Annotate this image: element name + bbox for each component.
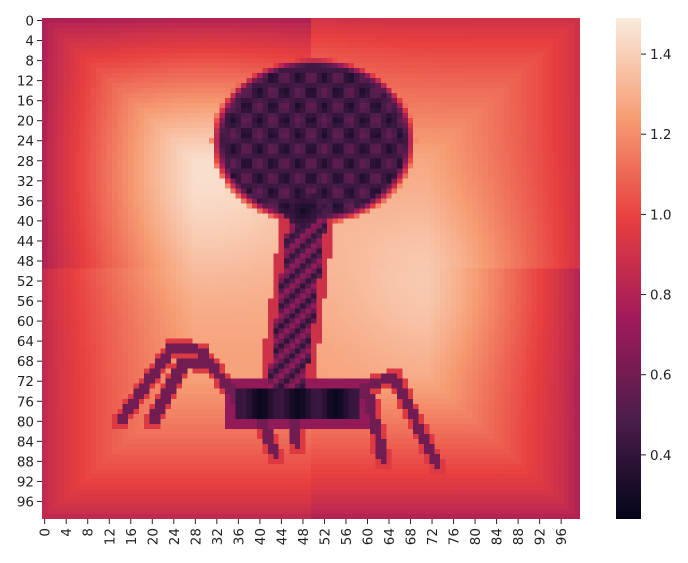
y-tick-label: 16 [17,94,34,110]
y-tick-label: 52 [17,274,34,290]
x-tick-label: 20 [145,528,161,545]
x-axis: 0 4 8 12 16 20 24 28 32 36 40 44 48 52 56 60 64 68 72 76 80 8… [38,519,570,545]
colorbar [616,18,641,519]
x-tick-label: 0 [38,528,54,537]
y-tick-label: 20 [17,114,34,130]
x-tick-label: 24 [167,528,183,545]
y-tick-label: 92 [17,474,34,490]
x-tick-label: 64 [382,528,398,545]
y-tick-label: 60 [17,314,34,330]
y-tick-label: 12 [17,74,34,90]
y-tick-label: 88 [17,454,34,470]
y-tick-label: 76 [17,394,34,410]
x-tick-label: 68 [404,528,420,545]
x-tick-label: 88 [511,528,527,545]
x-tick-label: 48 [296,528,312,545]
y-tick-label: 56 [17,294,34,310]
y-tick-label: 24 [17,134,34,150]
x-tick-label: 16 [124,528,140,545]
y-tick-label: 72 [17,374,34,390]
colorbar-axis: 0.4 0.6 0.8 1.0 1.2 1.4 [641,47,671,464]
y-tick-label: 68 [17,354,34,370]
y-tick-label: 28 [17,154,34,170]
heatmap-cells [42,18,580,519]
y-tick-label: 48 [17,254,34,270]
y-tick-label: 80 [17,414,34,430]
x-tick-label: 44 [274,528,290,545]
colorbar-tick-label: 1.4 [650,47,671,63]
y-tick-label: 44 [17,234,34,250]
x-tick-label: 72 [425,528,441,545]
y-tick-label: 36 [17,194,34,210]
y-tick-label: 32 [17,174,34,190]
x-tick-label: 32 [210,528,226,545]
y-tick-label: 40 [17,214,34,230]
y-tick-label: 0 [25,14,34,30]
x-tick-label: 12 [102,528,118,545]
x-tick-label: 36 [231,528,247,545]
colorbar-tick-label: 0.4 [650,448,671,464]
x-tick-label: 84 [490,528,506,545]
x-tick-label: 96 [554,528,570,545]
colorbar-tick-label: 1.2 [650,127,671,143]
colorbar-tick-label: 1.0 [650,207,671,223]
y-tick-label: 84 [17,434,34,450]
y-tick-label: 8 [25,54,34,70]
x-tick-label: 60 [360,528,376,545]
x-tick-label: 40 [253,528,269,545]
x-tick-label: 56 [339,528,355,545]
x-tick-label: 76 [447,528,463,545]
y-tick-label: 96 [17,494,34,510]
y-tick-label: 64 [17,334,34,350]
x-tick-label: 4 [59,528,75,537]
x-tick-label: 92 [533,528,549,545]
x-tick-label: 28 [188,528,204,545]
colorbar-tick-label: 0.8 [650,288,671,304]
x-tick-label: 8 [81,528,97,537]
y-tick-label: 4 [25,34,34,50]
x-tick-label: 52 [317,528,333,545]
y-axis: 0481216202428323640444852566064687276808… [17,14,42,510]
x-tick-label: 80 [468,528,484,545]
colorbar-tick-label: 0.6 [650,368,671,384]
